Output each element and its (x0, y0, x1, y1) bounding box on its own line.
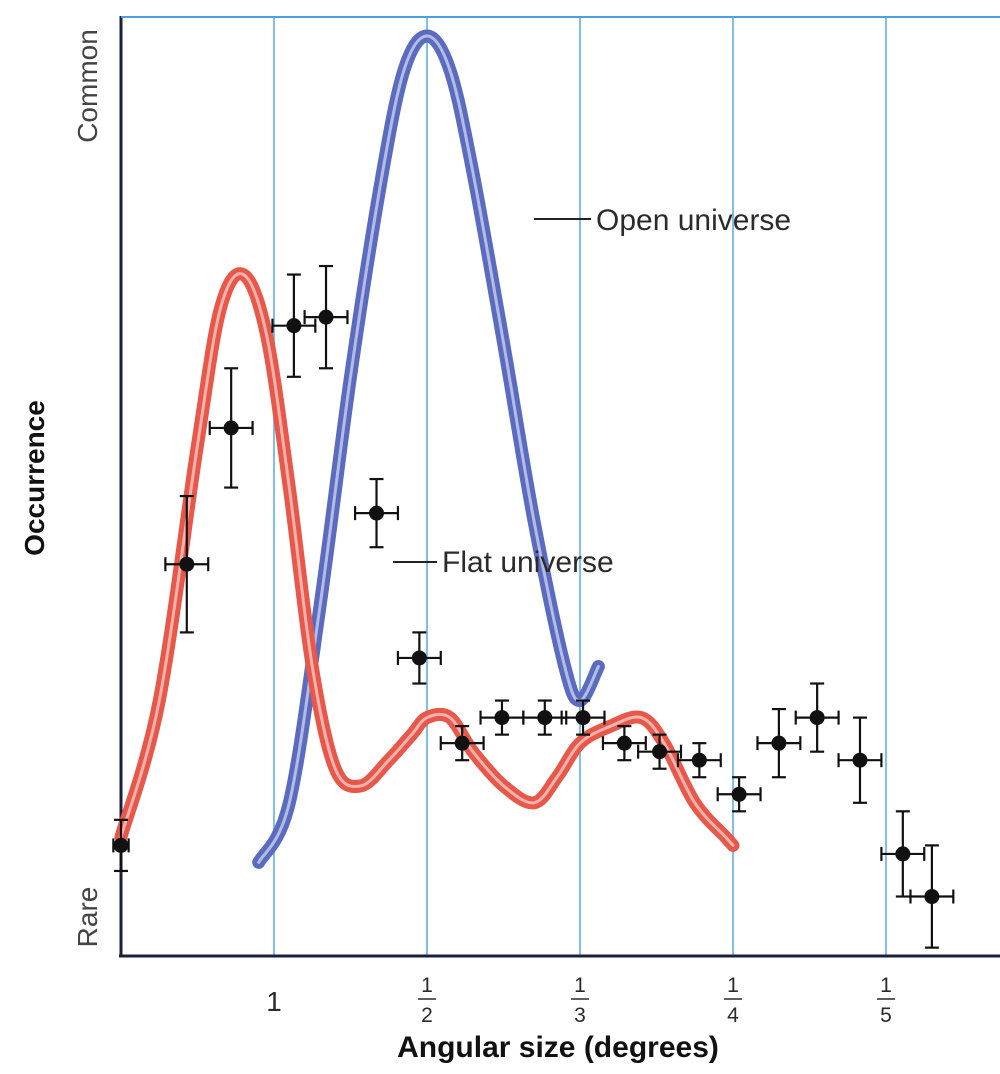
data-point-marker (616, 735, 632, 751)
data-point (112, 818, 130, 873)
data-point-marker (454, 735, 470, 751)
flat-universe-curve-highlight (119, 272, 735, 847)
x-tick-numerator: 1 (727, 974, 739, 997)
data-point (479, 699, 525, 736)
data-point (303, 264, 349, 370)
data-point (522, 699, 568, 736)
vertical-gridlines (273, 17, 887, 956)
model-curves (114, 29, 740, 869)
x-tick-numerator: 1 (880, 974, 892, 997)
data-point-marker (575, 710, 591, 726)
y-axis-bottom-label: Rare (72, 887, 103, 948)
data-point (756, 707, 802, 779)
data-point-marker (369, 505, 385, 521)
data-point (271, 273, 317, 378)
data-point-marker (652, 744, 668, 760)
x-tick-denominator: 4 (727, 1004, 739, 1027)
data-point-marker (852, 752, 868, 768)
open-universe-curve-highlight (257, 34, 600, 864)
x-tick-fraction: 12 (418, 974, 436, 1027)
data-point-marker (494, 710, 510, 726)
data-point-marker (537, 710, 553, 726)
open-universe-curve-body (252, 29, 605, 869)
data-point (396, 631, 442, 685)
x-tick-fraction: 14 (724, 974, 742, 1027)
y-axis-top-label: Common (72, 29, 103, 143)
x-tick-denominator: 5 (880, 1004, 892, 1027)
x-axis-title: Angular size (degrees) (397, 1031, 719, 1064)
data-point (439, 725, 485, 762)
data-point (208, 367, 254, 489)
data-point (716, 776, 762, 813)
x-tick-numerator: 1 (574, 974, 586, 997)
data-point (837, 716, 883, 804)
x-tick-denominator: 3 (574, 1004, 586, 1027)
data-point-marker (286, 318, 302, 334)
y-axis-title: Occurrence (19, 400, 50, 556)
x-tick-fraction: 15 (877, 974, 895, 1027)
data-point-marker (924, 889, 940, 905)
x-tick-numerator: 1 (421, 974, 433, 997)
data-point (637, 733, 683, 770)
labels: Common Rare Occurrence Angular size (deg… (19, 29, 791, 1064)
data-point (794, 682, 840, 753)
data-point-marker (895, 846, 911, 862)
x-tick-fraction: 13 (571, 974, 589, 1027)
data-point (880, 810, 926, 898)
data-point (353, 477, 400, 549)
axes (119, 16, 1000, 958)
flat-universe-label: Flat universe (442, 546, 614, 579)
open-universe-label: Open universe (596, 204, 791, 237)
data-point-marker (411, 650, 427, 666)
data-point-marker (223, 420, 239, 436)
data-point (164, 494, 210, 634)
data-point-marker (809, 710, 825, 726)
data-point-marker (113, 837, 129, 853)
measurement-points (112, 264, 955, 949)
data-point (676, 742, 722, 779)
x-tick-denominator: 2 (421, 1004, 433, 1027)
data-point-marker (731, 786, 747, 802)
data-point (601, 725, 647, 762)
x-tick-label: 1 (266, 986, 282, 1017)
data-point-marker (179, 556, 195, 572)
data-point (909, 844, 955, 949)
data-point (560, 699, 606, 736)
data-point-marker (771, 735, 787, 751)
data-point-marker (318, 309, 334, 325)
data-point-marker (691, 752, 707, 768)
